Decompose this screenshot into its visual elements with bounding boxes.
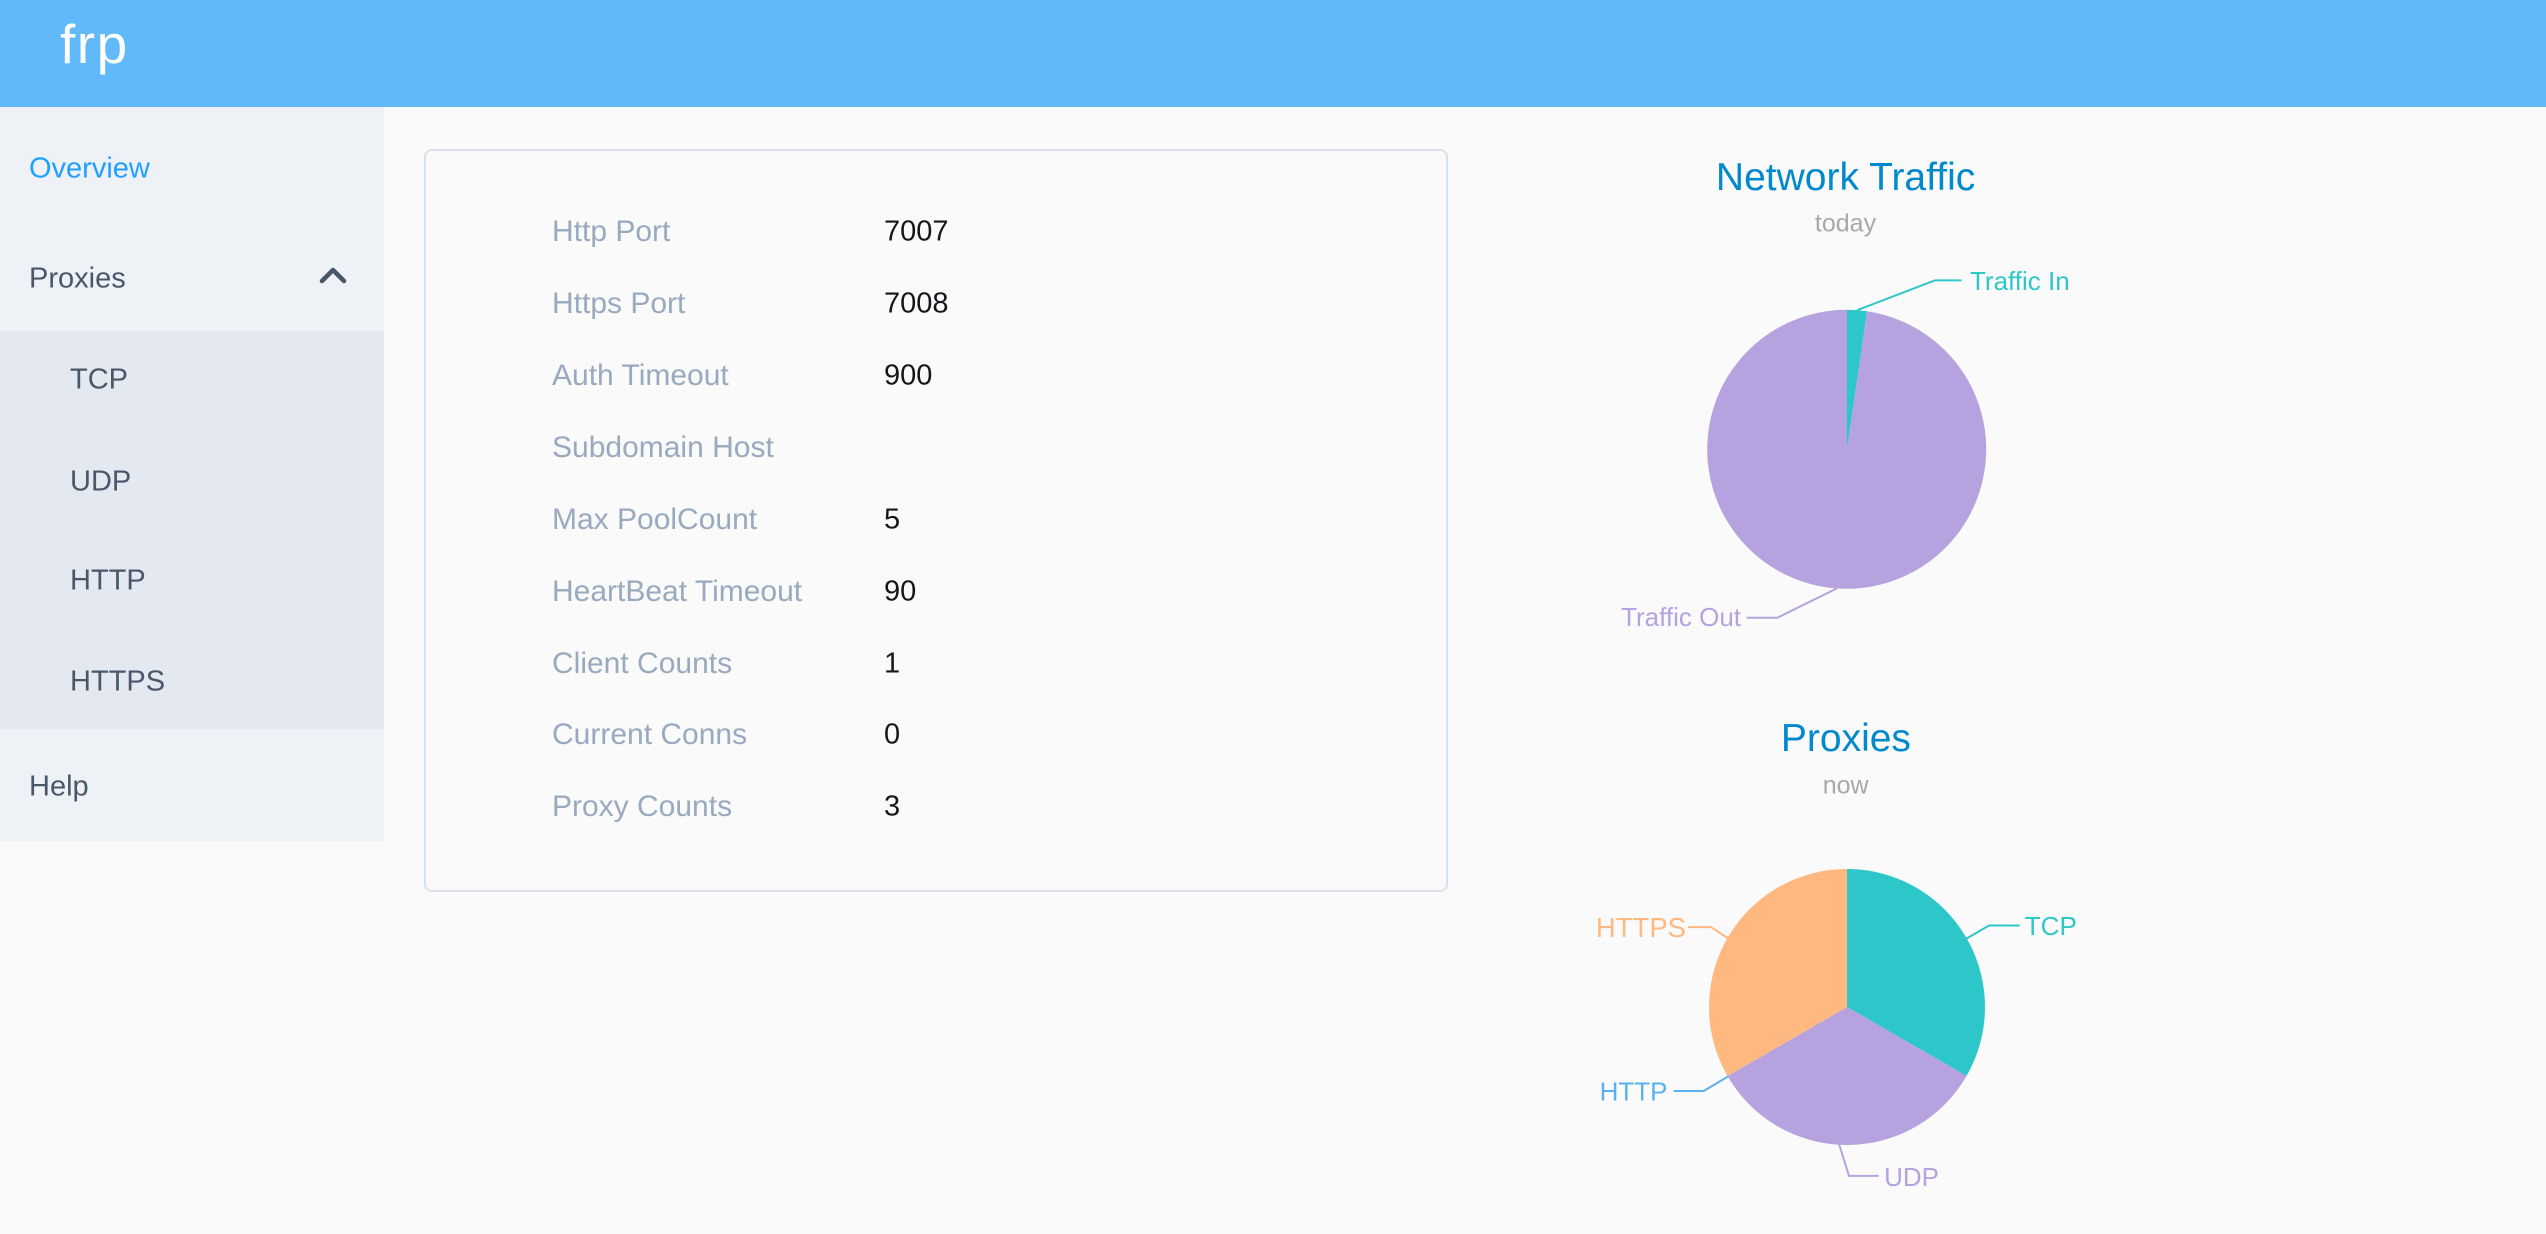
svg-text:Network Traffic: Network Traffic: [1716, 156, 1975, 199]
svg-text:today: today: [1815, 210, 1877, 238]
svg-text:now: now: [1823, 772, 1870, 800]
svg-text:UDP: UDP: [1884, 1162, 1939, 1192]
svg-text:TCP: TCP: [2025, 911, 2077, 941]
svg-text:HTTP: HTTP: [1600, 1076, 1668, 1106]
svg-text:HTTPS: HTTPS: [1596, 912, 1686, 943]
svg-text:Traffic In: Traffic In: [1970, 266, 2070, 296]
svg-text:Proxies: Proxies: [1781, 717, 1911, 760]
svg-text:Traffic Out: Traffic Out: [1621, 602, 1742, 632]
